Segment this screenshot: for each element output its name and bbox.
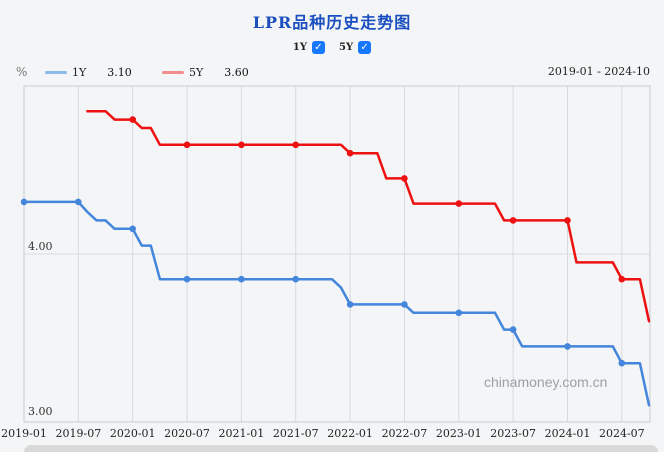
x-tick-label: 2024-07 bbox=[598, 427, 645, 440]
legend-item-1y: 1Y 3.10 bbox=[45, 63, 132, 81]
x-tick-label: 2021-01 bbox=[218, 427, 265, 440]
data-point-5Y bbox=[564, 217, 571, 224]
x-tick-label: 2019-07 bbox=[55, 427, 102, 440]
legend-value-5y: 3.60 bbox=[224, 65, 249, 79]
data-point-1Y bbox=[401, 301, 408, 308]
data-point-5Y bbox=[292, 141, 300, 149]
toggle-5y: 5Y ✓ bbox=[339, 40, 372, 54]
toggle-1y: 1Y ✓ bbox=[292, 40, 325, 54]
data-point-1Y bbox=[346, 301, 354, 308]
legend-item-5y: 5Y 3.60 bbox=[162, 63, 249, 81]
data-point-1Y bbox=[564, 343, 571, 350]
data-point-5Y bbox=[455, 200, 463, 207]
x-tick-label: 2022-07 bbox=[381, 427, 428, 440]
series-line-1Y bbox=[22, 200, 651, 407]
page-title: LPR品种历史走势图 bbox=[252, 13, 412, 32]
checkbox-1y[interactable]: ✓ bbox=[312, 40, 325, 54]
data-point-5Y bbox=[509, 217, 517, 224]
data-point-1Y bbox=[509, 326, 517, 333]
x-axis-labels: 2019-01 2019-07 2020-01 2020-07 2021-01 2021-… bbox=[0, 427, 664, 441]
y-tick-label-3: 3.00 bbox=[28, 405, 53, 418]
data-point-5Y bbox=[401, 175, 408, 182]
y-axis-unit-label: % bbox=[16, 65, 28, 79]
x-tick-label: 2023-01 bbox=[435, 427, 482, 440]
plot-border bbox=[23, 85, 651, 423]
legend-label-1y: 1Y bbox=[72, 65, 87, 79]
data-point-5Y bbox=[238, 141, 245, 149]
date-range-label: 2019-01 - 2024-10 bbox=[547, 65, 650, 78]
data-point-1Y bbox=[618, 359, 626, 367]
data-point-1Y bbox=[455, 309, 463, 317]
checkbox-5y[interactable]: ✓ bbox=[358, 40, 372, 54]
data-point-1Y bbox=[129, 225, 136, 233]
legend-swatch-1y-icon bbox=[45, 70, 67, 74]
x-tick-label: 2019-01 bbox=[1, 427, 47, 440]
scrollbar-thumb[interactable] bbox=[24, 445, 658, 452]
toggle-1y-label: 1Y bbox=[292, 41, 307, 53]
data-point-1Y bbox=[183, 275, 191, 283]
data-point-5Y bbox=[129, 116, 136, 123]
series-line-5Y bbox=[86, 109, 651, 323]
data-point-5Y bbox=[618, 275, 626, 283]
y-tick-label-4: 4.00 bbox=[28, 240, 53, 253]
data-point-5Y bbox=[183, 141, 191, 149]
watermark: chinamoney.com.cn bbox=[484, 374, 608, 390]
data-point-1Y bbox=[292, 275, 300, 283]
x-tick-label: 2023-07 bbox=[490, 427, 536, 440]
data-point-1Y bbox=[20, 198, 28, 206]
x-tick-label: 2022-01 bbox=[327, 427, 373, 440]
series-toggle-row: 1Y ✓ 5Y ✓ bbox=[0, 40, 664, 54]
x-tick-label: 2020-01 bbox=[109, 427, 156, 440]
legend-row: % 1Y 3.10 5Y 3.60 2019-01 - 2024-10 bbox=[0, 63, 664, 81]
data-point-5Y bbox=[346, 149, 354, 157]
legend-label-5y: 5Y bbox=[189, 65, 204, 79]
legend-value-1y: 3.10 bbox=[107, 65, 132, 79]
x-tick-label: 2021-07 bbox=[272, 427, 319, 440]
data-point-1Y bbox=[238, 275, 245, 283]
x-tick-label: 2020-07 bbox=[164, 427, 210, 440]
x-tick-label: 2024-01 bbox=[544, 427, 591, 440]
legend-swatch-5y-icon bbox=[162, 70, 184, 74]
data-point-1Y bbox=[75, 198, 82, 206]
toggle-5y-label: 5Y bbox=[339, 41, 354, 53]
